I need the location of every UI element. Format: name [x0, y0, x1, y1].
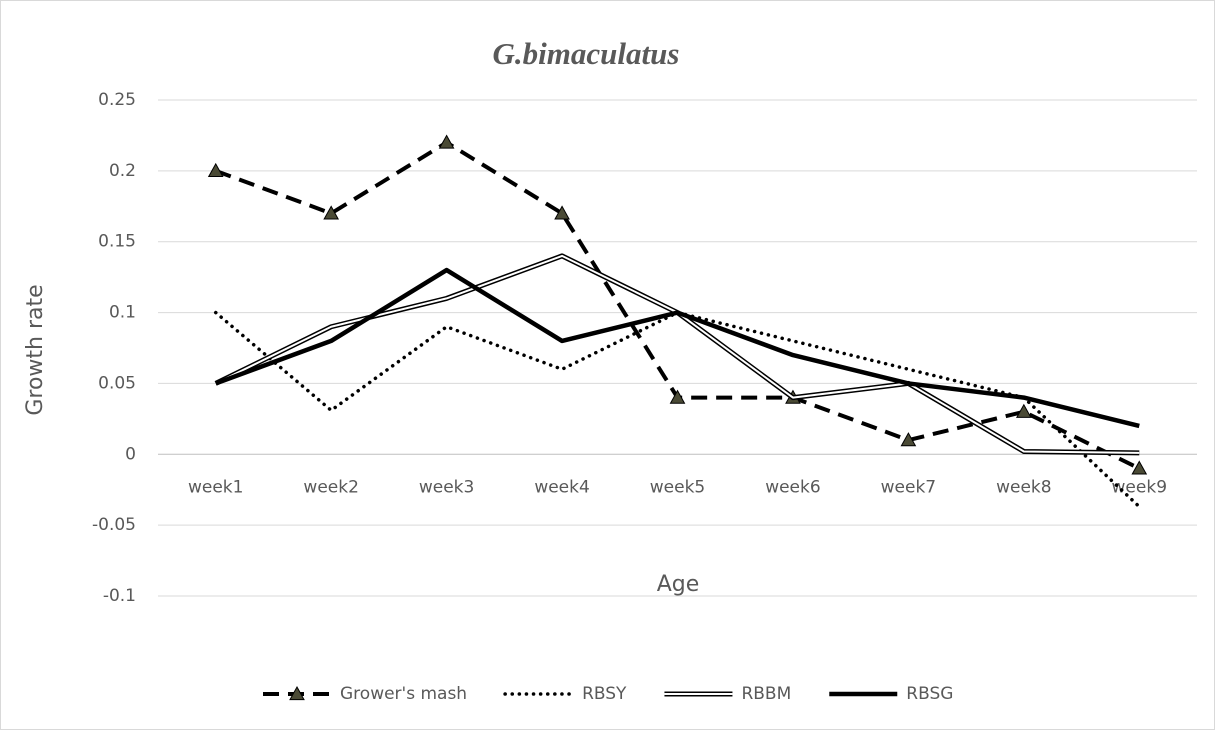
marker [1015, 403, 1032, 418]
x-tick-label: week5 [650, 477, 705, 497]
marker [207, 162, 224, 177]
marker [438, 134, 455, 149]
series-line [214, 267, 1140, 429]
marker [669, 389, 686, 404]
y-tick-label: 0 [125, 444, 136, 464]
chart-title: G.bimaculatus [493, 36, 680, 71]
legend-label: Grower's mash [340, 684, 467, 704]
marker [323, 205, 340, 220]
y-tick-label: 0.2 [109, 161, 136, 181]
y-tick-label: 0.25 [98, 90, 136, 110]
y-tick-label: -0.05 [92, 515, 136, 535]
x-tick-label: week7 [881, 477, 936, 497]
legend-marker [289, 685, 305, 701]
legend-label: RBBM [741, 684, 791, 704]
y-tick-label: 0.15 [98, 232, 136, 252]
x-tick-label: week6 [765, 477, 820, 497]
marker [900, 432, 917, 447]
x-tick-label: week4 [534, 477, 589, 497]
x-tick-label: week9 [1112, 477, 1167, 497]
x-axis-title: Age [657, 572, 700, 597]
marker [1131, 460, 1148, 475]
x-tick-label: week8 [996, 477, 1051, 497]
x-tick-label: week2 [303, 477, 358, 497]
x-tick-label: week1 [188, 477, 243, 497]
y-tick-label: 0.05 [98, 373, 136, 393]
legend-label: RBSG [906, 684, 953, 704]
marker [554, 205, 570, 220]
legend-label: RBSY [582, 684, 627, 704]
y-tick-label: -0.1 [103, 586, 136, 606]
y-axis-title: Growth rate [23, 284, 48, 415]
y-tick-label: 0.1 [109, 303, 136, 323]
x-tick-label: week3 [419, 477, 474, 497]
